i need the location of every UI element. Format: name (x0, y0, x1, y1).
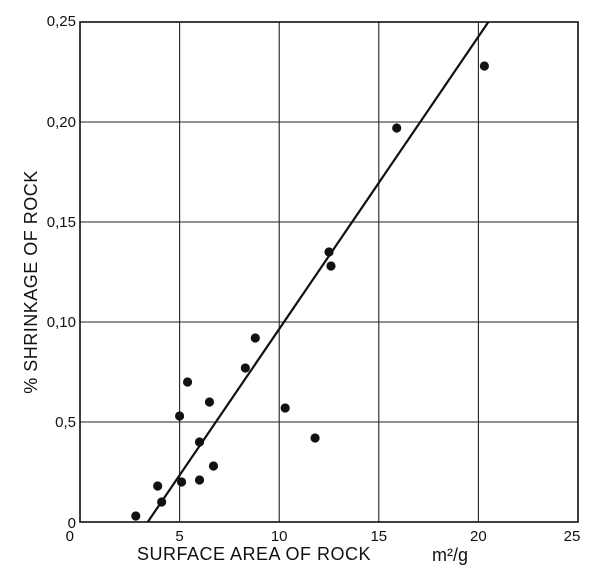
data-point (324, 247, 334, 257)
x-tick-label: 20 (470, 528, 487, 545)
y-tick-label: 0,20 (47, 114, 76, 131)
x-tick-label: 0 (66, 528, 74, 545)
x-tick-label: 10 (271, 528, 288, 545)
y-axis-label: % SHRINKAGE OF ROCK (21, 170, 41, 394)
data-points (131, 61, 489, 521)
y-tick-label: 0,25 (47, 13, 76, 30)
data-point (194, 475, 205, 485)
x-tick-label: 25 (564, 528, 581, 545)
grid-lines (79, 21, 579, 523)
data-point (326, 261, 336, 271)
x-axis-label: SURFACE AREA OF ROCK (137, 544, 371, 564)
x-tick-label: 5 (175, 528, 183, 545)
data-point (479, 61, 489, 71)
plot-frame (79, 21, 579, 523)
data-point (153, 481, 163, 491)
data-point (204, 397, 215, 407)
data-point (176, 477, 187, 487)
y-tick-label: 0,15 (47, 214, 76, 231)
data-point (194, 437, 205, 447)
data-point (240, 363, 250, 373)
data-point (131, 511, 141, 521)
x-tick-labels: 0 5 10 15 20 25 (66, 528, 581, 545)
data-point (392, 123, 402, 133)
data-point (157, 497, 167, 507)
data-point (310, 433, 320, 443)
x-tick-label: 15 (370, 528, 387, 545)
y-tick-labels: 0 0,5 0,10 0,15 0,20 0,25 (47, 13, 76, 532)
fit-line (146, 21, 490, 523)
data-point (182, 377, 193, 387)
data-point (208, 461, 219, 471)
data-point (250, 333, 260, 343)
y-tick-label: 0,5 (55, 414, 76, 431)
data-point (175, 411, 185, 421)
y-tick-label: 0,10 (47, 314, 76, 331)
x-axis-unit: m²/g (432, 545, 468, 565)
y-tick-label: 0 (68, 515, 76, 532)
data-point (280, 403, 290, 413)
